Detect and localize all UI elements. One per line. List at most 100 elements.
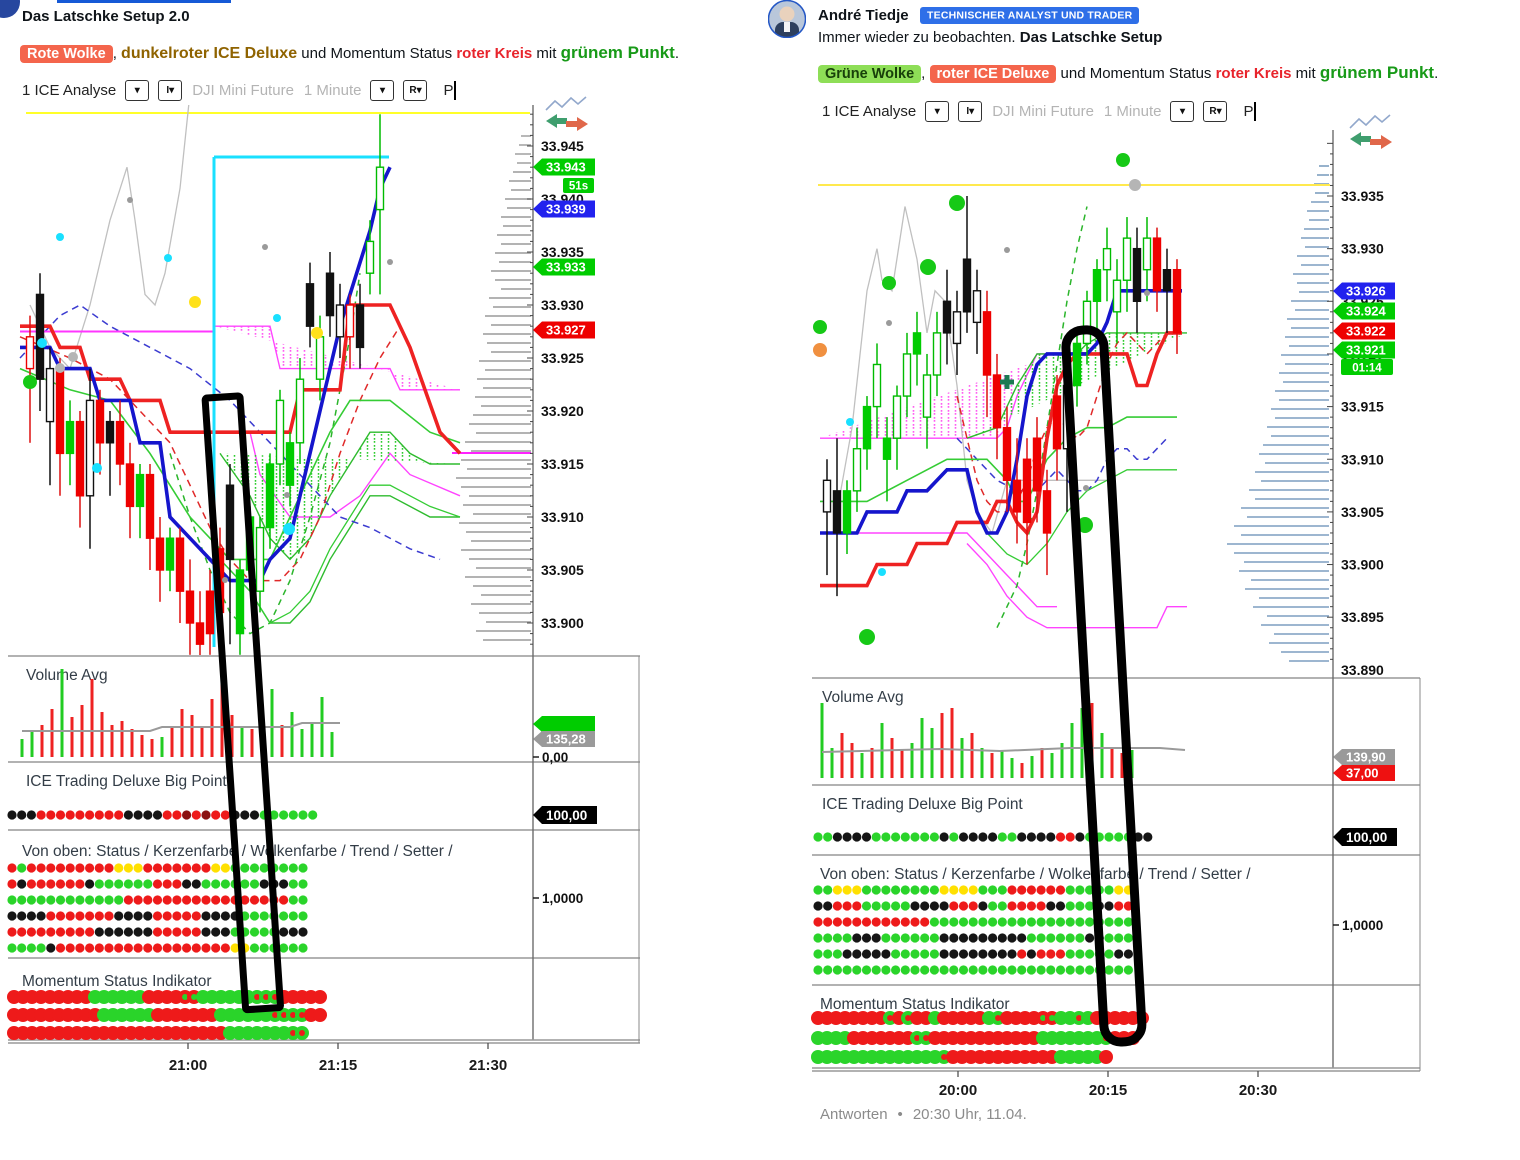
candle-body [1082,300,1092,345]
candles [822,196,1182,597]
timeframe-label-2[interactable]: 1 Minute [1103,103,1162,120]
status-dot-row-1 [7,863,308,873]
timeframe-label[interactable]: 1 Minute [303,82,362,99]
dot-marker [1116,153,1130,167]
price-badge [1333,302,1395,320]
dot-marker [813,343,827,357]
candle-body [1022,458,1032,524]
price-badge [1333,322,1395,340]
price-tick-label: 33.900 [541,615,584,631]
momentum-row-3 [811,1050,1113,1064]
candle-body [862,405,872,450]
trend-arrows-icon [545,96,588,131]
candle-body [1102,247,1112,271]
author-name[interactable]: André Tiedje [818,7,909,24]
svg-text:33.926: 33.926 [1346,284,1386,299]
candle-body [125,463,135,508]
candle-body [832,490,842,534]
reply-button[interactable]: Antworten [820,1106,888,1123]
analysis-dropdown-button-2[interactable]: ▾ [925,101,950,122]
indicator-dropdown-button[interactable]: I▾ [158,80,183,101]
analysis-dropdown-button[interactable]: ▾ [125,80,150,101]
dot-marker [127,197,133,203]
status-dot-row-5 [7,927,308,937]
price-tick-label: 33.915 [541,456,584,472]
momentum-row-1 [7,990,327,1004]
dot-marker [846,418,854,426]
chart-toolbar-right: 1 ICE Analyse ▾ I▾ DJI Mini Future 1 Min… [822,101,1256,122]
volume-zero-label: 0,00 [542,750,568,765]
avatar[interactable] [767,0,807,43]
tagline-mid: und Momentum Status [297,45,457,62]
von-oben-scale-label: 1,0000 [542,891,583,906]
dot-marker [882,276,896,290]
dot-marker [189,296,201,308]
dot-marker [55,363,65,373]
chart-toolbar-left: 1 ICE Analyse ▾ I▾ DJI Mini Future 1 Min… [22,80,456,101]
svg-text:100,00: 100,00 [546,808,587,823]
candle-body [962,258,972,313]
candle-body [365,240,375,274]
cropped-avatar-corner [0,0,20,18]
indicator-dropdown-button-2[interactable]: I▾ [958,101,983,122]
candle-body [852,448,862,492]
price-tick-label: 33.900 [1341,557,1384,573]
dot-marker [859,629,875,645]
dot-marker [68,352,78,362]
candle-body [375,166,385,211]
dot-marker [886,320,892,326]
dot-marker [311,327,323,339]
status-dot-row-2 [813,901,1133,911]
candle-body [1132,247,1142,302]
tagline-mit2: mit [1291,65,1320,82]
dot-marker [878,568,886,576]
dot-marker [1077,517,1093,533]
timeframe-dropdown-button-2[interactable]: ▾ [1170,101,1195,122]
comment-plain: Immer wieder zu beobachten. [818,29,1020,46]
price-tick-label: 33.910 [541,509,584,525]
svg-text:51s: 51s [569,181,588,193]
volume-badge [1333,749,1395,765]
time-tick-label: 20:30 [1239,1082,1277,1099]
candle-body [1042,490,1052,534]
price-tick-label: 33.935 [1341,188,1384,204]
author-row: André Tiedje TECHNISCHER ANALYST UND TRA… [818,6,1140,25]
range-dropdown-button[interactable]: R▾ [403,80,428,101]
svg-text:33.933: 33.933 [546,260,586,275]
instrument-label[interactable]: DJI Mini Future [192,82,294,99]
p-label: P [443,82,454,99]
analysis-select-2[interactable]: 1 ICE Analyse [822,103,917,120]
accent-gruener-punkt2: grünem Punkt [1319,63,1435,82]
chart-right: 33.93533.93033.92533.92033.91533.91033.9… [811,114,1421,1099]
dot-marker [387,259,393,265]
green-left-arrow [546,114,567,128]
setup-description-right: Grüne Wolke, roter ICE Deluxe und Moment… [818,63,1438,83]
candle-body [872,363,882,408]
candle-body [205,590,215,635]
volume-badge [533,716,595,732]
annotation-rectangle [1061,325,1147,1047]
trend-arrows-icon [1349,114,1392,149]
range-dropdown-button-2[interactable]: R▾ [1203,101,1228,122]
candle-body [1112,279,1122,313]
timeframe-dropdown-button[interactable]: ▾ [370,80,395,101]
candle-body [235,569,245,635]
price-tick-label: 33.890 [1341,662,1384,678]
time-chip [1341,359,1393,375]
instrument-label-2[interactable]: DJI Mini Future [992,103,1094,120]
accent-roter-kreis: roter Kreis [456,45,533,62]
svg-text:100,00: 100,00 [1346,830,1387,845]
dot-marker [920,259,936,275]
price-tick-label: 33.945 [541,138,584,154]
candle-body [1152,237,1162,292]
volume-badge [1333,765,1395,781]
signal-dots [813,153,1150,645]
footer-dot: • [897,1106,903,1123]
setup-description-left: Rote Wolke, dunkelroter ICE Deluxe und M… [20,43,679,63]
analysis-select[interactable]: 1 ICE Analyse [22,82,117,99]
dot-marker [1129,179,1141,191]
candle-body [335,304,345,338]
dashed-blue [956,437,1168,492]
candle-body [902,353,912,397]
